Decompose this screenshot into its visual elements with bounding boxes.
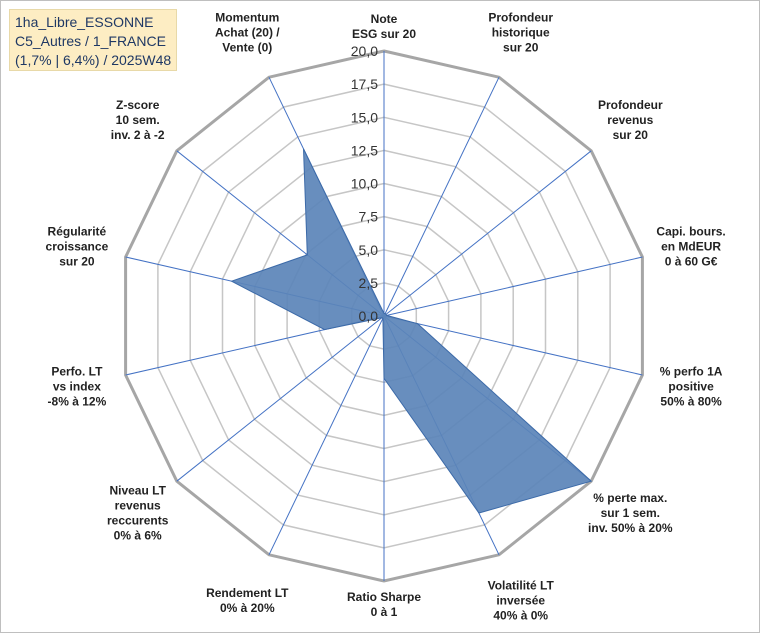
spoke-3 [383,256,643,317]
chart-title-box: 1ha_Libre_ESSONNE C5_Autres / 1_FRANCE (… [9,9,177,71]
tick-label-1: 2,5 [359,275,379,291]
spoke-8 [268,315,385,556]
axis-label-10: Perfo. LT vs index -8% à 12% [48,365,107,409]
axis-label-11: Régularité croissance sur 20 [46,224,109,268]
axis-label-5: % perte max. sur 1 sem. inv. 50% à 20% [588,491,673,535]
spoke-2 [383,150,592,317]
spoke-9 [176,315,385,482]
axis-label-7: Ratio Sharpe 0 à 1 [347,590,421,619]
axis-labels: Note ESG sur 20 Profondeur historique sur 20… [46,11,726,623]
radial-tick-labels: 0,0 2,5 5,0 7,5 10,0 12,5 15,0 17,5 20,0 [351,43,378,324]
spoke-1 [383,76,500,317]
tick-label-5: 12,5 [351,142,378,158]
tick-label-0: 0,0 [359,308,379,324]
axis-label-1: Profondeur historique sur 20 [488,11,553,55]
title-line-1: 1ha_Libre_ESSONNE [15,14,154,30]
tick-label-8: 20,0 [351,43,378,59]
tick-label-7: 17,5 [351,76,378,92]
tick-label-6: 15,0 [351,109,378,125]
axis-label-3: Capi. bours. en MdEUR 0 à 60 G€ [656,224,725,268]
axis-label-4: % perfo 1A positive 50% à 80% [660,365,723,409]
tick-label-2: 5,0 [359,242,379,258]
axis-label-13: Momentum Achat (20) / Vente (0) [215,11,280,55]
tick-label-3: 7,5 [359,209,379,225]
title-line-3: (1,7% | 6,4%) / 2025W48 [15,52,172,68]
axis-label-2: Profondeur revenus sur 20 [598,98,663,142]
axis-label-0: Note ESG sur 20 [352,12,416,41]
axis-label-9: Niveau LT revenus reccurents 0% à 6% [107,483,169,542]
axis-label-6: Volatilité LT inversée 40% à 0% [488,578,555,622]
axis-label-12: Z-score 10 sem. inv. 2 à -2 [111,98,165,142]
radar-series [230,148,593,514]
axis-label-8: Rendement LT 0% à 20% [206,586,289,615]
spoke-4 [383,315,643,376]
series-area [230,148,593,514]
title-line-2: C5_Autres / 1_FRANCE [15,33,166,49]
tick-label-4: 10,0 [351,176,378,192]
